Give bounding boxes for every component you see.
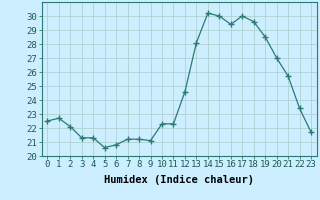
X-axis label: Humidex (Indice chaleur): Humidex (Indice chaleur) [104,175,254,185]
